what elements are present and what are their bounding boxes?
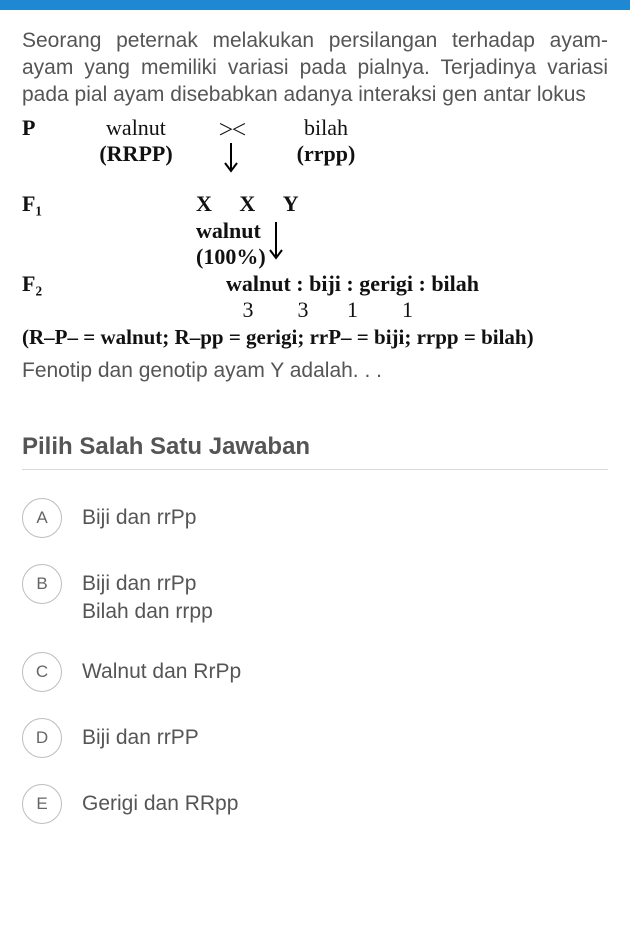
genetics-diagram: P walnut (RRPP) ＞＜ bilah (rrpp): [22, 115, 608, 355]
f2-ratio: 3 3 1 1: [226, 297, 413, 322]
answer-list: A Biji dan rrPp B Biji dan rrPpBilah dan…: [22, 498, 608, 825]
answer-text: Biji dan rrPp: [82, 498, 196, 532]
answer-option-c[interactable]: C Walnut dan RrPp: [22, 652, 608, 692]
arrow-down-icon-2: [268, 220, 284, 268]
answer-text: Gerigi dan RRpp: [82, 784, 238, 818]
f1-name: walnut: [196, 218, 261, 243]
answer-letter: C: [22, 652, 62, 692]
f1-pct: (100%): [196, 244, 266, 269]
answer-letter: B: [22, 564, 62, 604]
answer-text: Biji dan rrPP: [82, 718, 199, 752]
p-label: P: [22, 115, 76, 141]
answer-option-a[interactable]: A Biji dan rrPp: [22, 498, 608, 538]
section-title: Pilih Salah Satu Jawaban: [22, 433, 608, 470]
answer-letter: D: [22, 718, 62, 758]
legend-text: (R–P– = walnut; R–pp = gerigi; rrP– = bi…: [22, 325, 608, 350]
f2-line: walnut : biji : gerigi : bilah: [226, 271, 479, 296]
f2-label: F₂: [22, 271, 76, 297]
question-text: Seorang peternak melakukan persilangan t…: [22, 28, 608, 109]
p-right-gen: (rrpp): [297, 141, 356, 166]
answer-option-b[interactable]: B Biji dan rrPpBilah dan rrpp: [22, 564, 608, 627]
answer-option-e[interactable]: E Gerigi dan RRpp: [22, 784, 608, 824]
final-question: Fenotip dan genotip ayam Y adalah. . .: [22, 359, 608, 383]
f1-row: X X Y: [196, 191, 299, 216]
p-left-name: walnut: [106, 115, 166, 140]
p-right-name: bilah: [304, 115, 348, 140]
content-area: Seorang peternak melakukan persilangan t…: [0, 10, 630, 824]
top-accent-bar: [0, 0, 630, 10]
p-left-gen: (RRPP): [99, 141, 172, 166]
cross-icon: ＞＜: [218, 122, 244, 139]
answer-text: Walnut dan RrPp: [82, 652, 241, 686]
f1-label: F₁: [22, 191, 76, 217]
arrow-down-icon: [222, 141, 240, 181]
answer-text: Biji dan rrPpBilah dan rrpp: [82, 564, 213, 627]
answer-option-d[interactable]: D Biji dan rrPP: [22, 718, 608, 758]
answer-letter: E: [22, 784, 62, 824]
answer-letter: A: [22, 498, 62, 538]
